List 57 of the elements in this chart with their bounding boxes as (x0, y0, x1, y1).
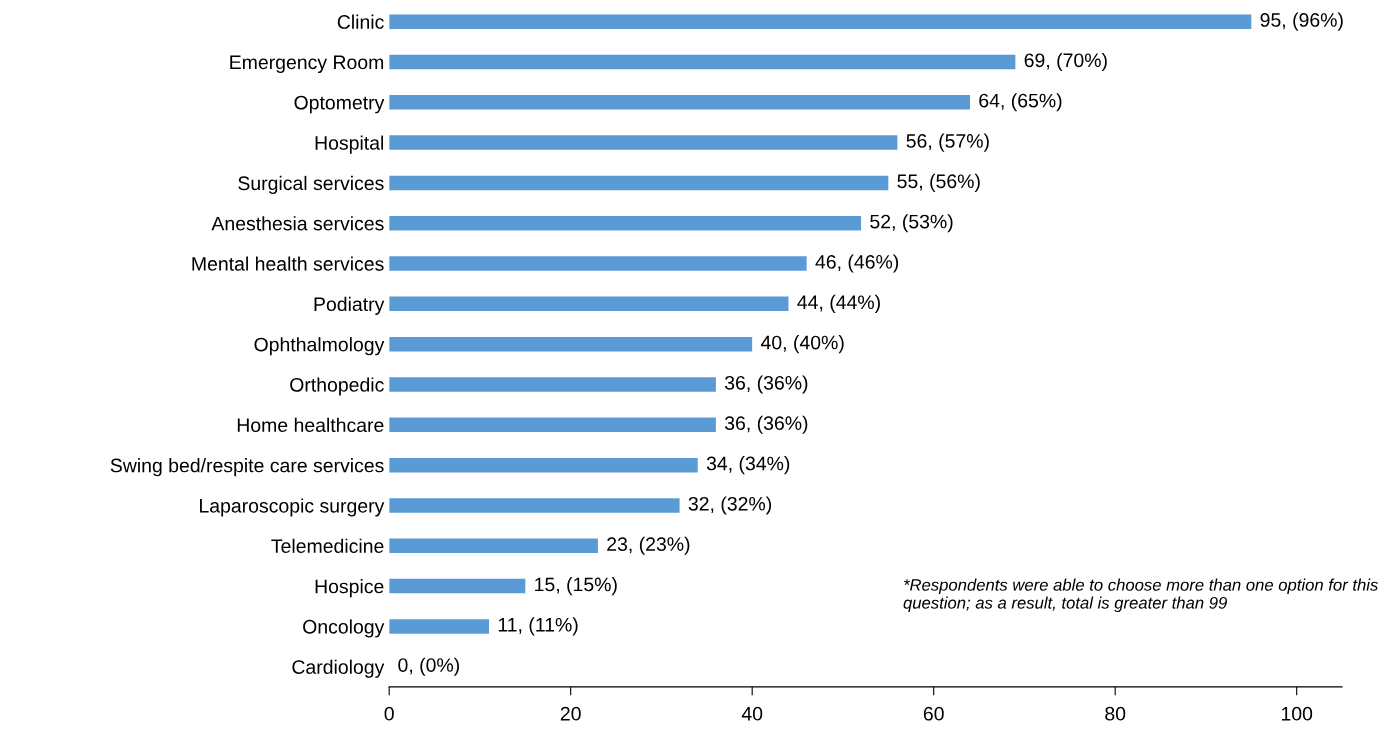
y-tick-label: Hospice (315, 579, 384, 598)
y-tick-label: Emergency Room (230, 55, 384, 74)
x-tick-label: 60 (923, 706, 944, 721)
data-label: 95, (96%) (1260, 12, 1343, 31)
x-tick-label: 0 (384, 706, 394, 721)
data-label: 23, (23%) (607, 536, 690, 555)
bar (389, 457, 698, 473)
y-tick-label: Mental health services (192, 256, 384, 271)
y-tick-label: Orthopedic (290, 377, 384, 396)
bar (389, 578, 526, 594)
y-tick-label: Telemedicine (271, 538, 384, 554)
y-tick-label: Clinic (337, 14, 384, 29)
bar (389, 619, 490, 634)
bar (389, 175, 889, 191)
y-tick-label: Podiatry (314, 296, 385, 315)
data-label: 32, (32%) (688, 496, 772, 515)
data-label: 36, (36%) (724, 415, 808, 434)
data-label: 34, (34%) (706, 456, 790, 475)
data-label: 69, (70%) (1024, 52, 1107, 72)
bar (389, 377, 716, 392)
bar (389, 336, 753, 352)
data-label: 44, (44%) (797, 294, 880, 313)
x-tick-label: 100 (1281, 706, 1313, 721)
bar (389, 95, 970, 110)
y-tick-label: Swing bed/respite care services (110, 458, 384, 477)
y-tick-label: Anesthesia services (211, 216, 384, 231)
bar (389, 256, 807, 271)
x-tick-label: 40 (741, 706, 763, 721)
data-label: 46, (46%) (815, 254, 899, 273)
data-label: 11, (11%) (498, 617, 578, 636)
data-label: 64, (65%) (979, 93, 1062, 112)
data-label: 55, (56%) (897, 173, 980, 192)
y-tick-label: Optometry (294, 95, 385, 114)
data-label: 52, (53%) (870, 214, 953, 233)
data-label: 56, (57%) (906, 133, 989, 152)
x-tick-label: 20 (560, 706, 581, 721)
bar (389, 296, 789, 312)
bar (389, 417, 716, 433)
data-label: 0, (0%) (398, 657, 459, 676)
bar (389, 14, 1252, 29)
y-tick-label: Hospital (315, 135, 384, 154)
y-tick-label: Home healthcare (237, 417, 384, 433)
bar (389, 498, 680, 513)
annotation: *Respondents were able to choose more than one option for this question; as a result, total is greater than 99 (903, 578, 1378, 613)
data-label: 36, (36%) (724, 375, 808, 394)
y-tick-label: Surgical services (238, 175, 384, 194)
bar (389, 215, 862, 231)
y-tick-label: Oncology (303, 619, 385, 638)
y-tick-label: Laparoscopic surgery (200, 498, 385, 517)
y-tick-label: Ophthalmology (254, 337, 385, 356)
bar (389, 135, 898, 150)
data-label: 15, (15%) (535, 577, 617, 596)
data-label: 40, (40%) (760, 335, 844, 354)
y-tick-label: Cardiology (292, 659, 385, 678)
bar (389, 538, 598, 554)
x-tick-label: 80 (1105, 706, 1126, 721)
bar (389, 54, 1016, 70)
